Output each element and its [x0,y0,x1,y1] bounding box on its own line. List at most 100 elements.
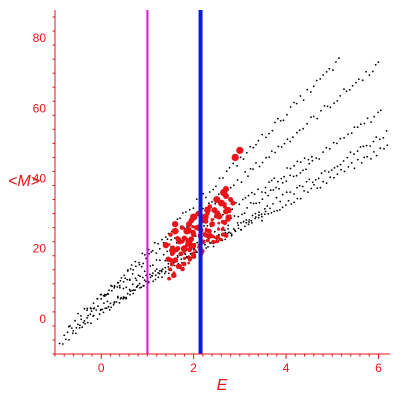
black-point-284 [329,176,332,179]
red-point-extra-107 [191,225,195,229]
black-point-381 [329,106,332,109]
black-point-555 [161,268,164,271]
black-point-61 [255,202,258,205]
black-point-312 [108,289,110,292]
black-point-588 [264,213,266,216]
black-point-82 [322,151,324,154]
red-point-extra-89 [181,261,187,267]
red-point-extra-73 [175,236,182,243]
black-point-373 [302,127,305,130]
black-point-580 [240,228,242,231]
black-point-420 [164,236,167,239]
black-point-112 [101,308,104,311]
black-point-3 [68,339,70,341]
black-point-169 [281,193,284,196]
black-point-408 [123,274,125,277]
red-point-extra-86 [218,212,221,216]
red-point-extra-44 [220,227,225,232]
black-point-180 [317,177,320,180]
y-tick-label: 0 [39,312,46,326]
black-point-110 [95,309,98,311]
black-point-211 [97,305,99,308]
black-point-529 [270,179,273,182]
black-point-468 [319,78,322,80]
black-point-175 [301,185,304,188]
black-point-465 [310,91,312,93]
black-point-577 [230,233,233,236]
black-point-437 [218,177,221,180]
black-point-416 [150,251,153,253]
black-point-2 [64,338,67,341]
black-point-356 [249,167,252,170]
black-point-151 [226,232,229,235]
black-point-527 [264,186,267,189]
black-point-7 [81,326,84,329]
black-point-482 [122,281,125,283]
black-point-233 [167,272,170,275]
y-axis-label: <M> [8,173,40,190]
black-point-57 [243,212,246,215]
black-point-270 [284,204,287,206]
black-point-246 [208,242,211,244]
black-point-260 [254,217,256,220]
black-point-316 [120,277,123,279]
red-point-extra-83 [189,236,194,242]
black-point-66 [269,189,272,192]
black-point-176 [305,180,308,183]
black-point-220 [126,292,129,295]
black-point-77 [305,168,307,171]
black-point-578 [234,230,237,233]
black-point-472 [332,69,334,72]
black-point-479 [113,284,116,287]
black-point-331 [170,238,173,241]
black-point-328 [158,247,161,250]
black-point-72 [289,174,291,177]
black-point-299 [379,147,382,150]
black-point-130 [157,276,160,279]
black-point-106 [82,321,85,324]
red-point-18 [162,242,170,249]
black-point-227 [149,276,152,279]
black-point-406 [116,281,119,284]
black-point-65 [267,194,269,197]
black-point-195 [365,144,368,147]
black-point-467 [315,79,318,82]
black-point-566 [195,251,198,253]
black-point-372 [298,129,301,132]
black-point-257 [243,225,246,228]
black-point-8 [84,322,86,325]
black-point-15 [105,307,108,309]
black-point-274 [296,197,299,200]
black-point-16 [108,308,111,311]
black-point-429 [192,207,195,210]
red-point-extra-37 [185,243,189,247]
black-point-129 [154,278,157,281]
black-point-298 [375,154,378,157]
black-point-300 [383,147,385,150]
red-point-12 [209,221,215,227]
y-tick-label: 40 [33,171,47,185]
red-point-extra-91 [227,216,231,219]
red-point-extra-38 [173,257,178,262]
black-point-530 [273,177,276,180]
black-point-117 [117,295,119,298]
black-point-553 [155,268,158,270]
black-point-273 [293,201,295,204]
black-point-223 [136,285,139,288]
black-point-584 [251,222,253,224]
black-point-533 [283,175,285,178]
black-point-409 [126,270,129,272]
black-point-311 [105,293,108,296]
black-point-76 [302,169,304,172]
black-point-263 [264,210,267,213]
red-point-extra-96 [182,250,186,254]
black-point-367 [283,142,286,145]
black-point-88 [343,136,345,139]
red-point-extra-62 [206,238,210,243]
red-point-0 [168,232,173,237]
red-point-extra-64 [180,266,185,272]
black-point-363 [270,150,273,153]
red-point-extra-22 [217,227,220,231]
black-point-200 [382,137,385,139]
black-point-297 [373,151,375,153]
